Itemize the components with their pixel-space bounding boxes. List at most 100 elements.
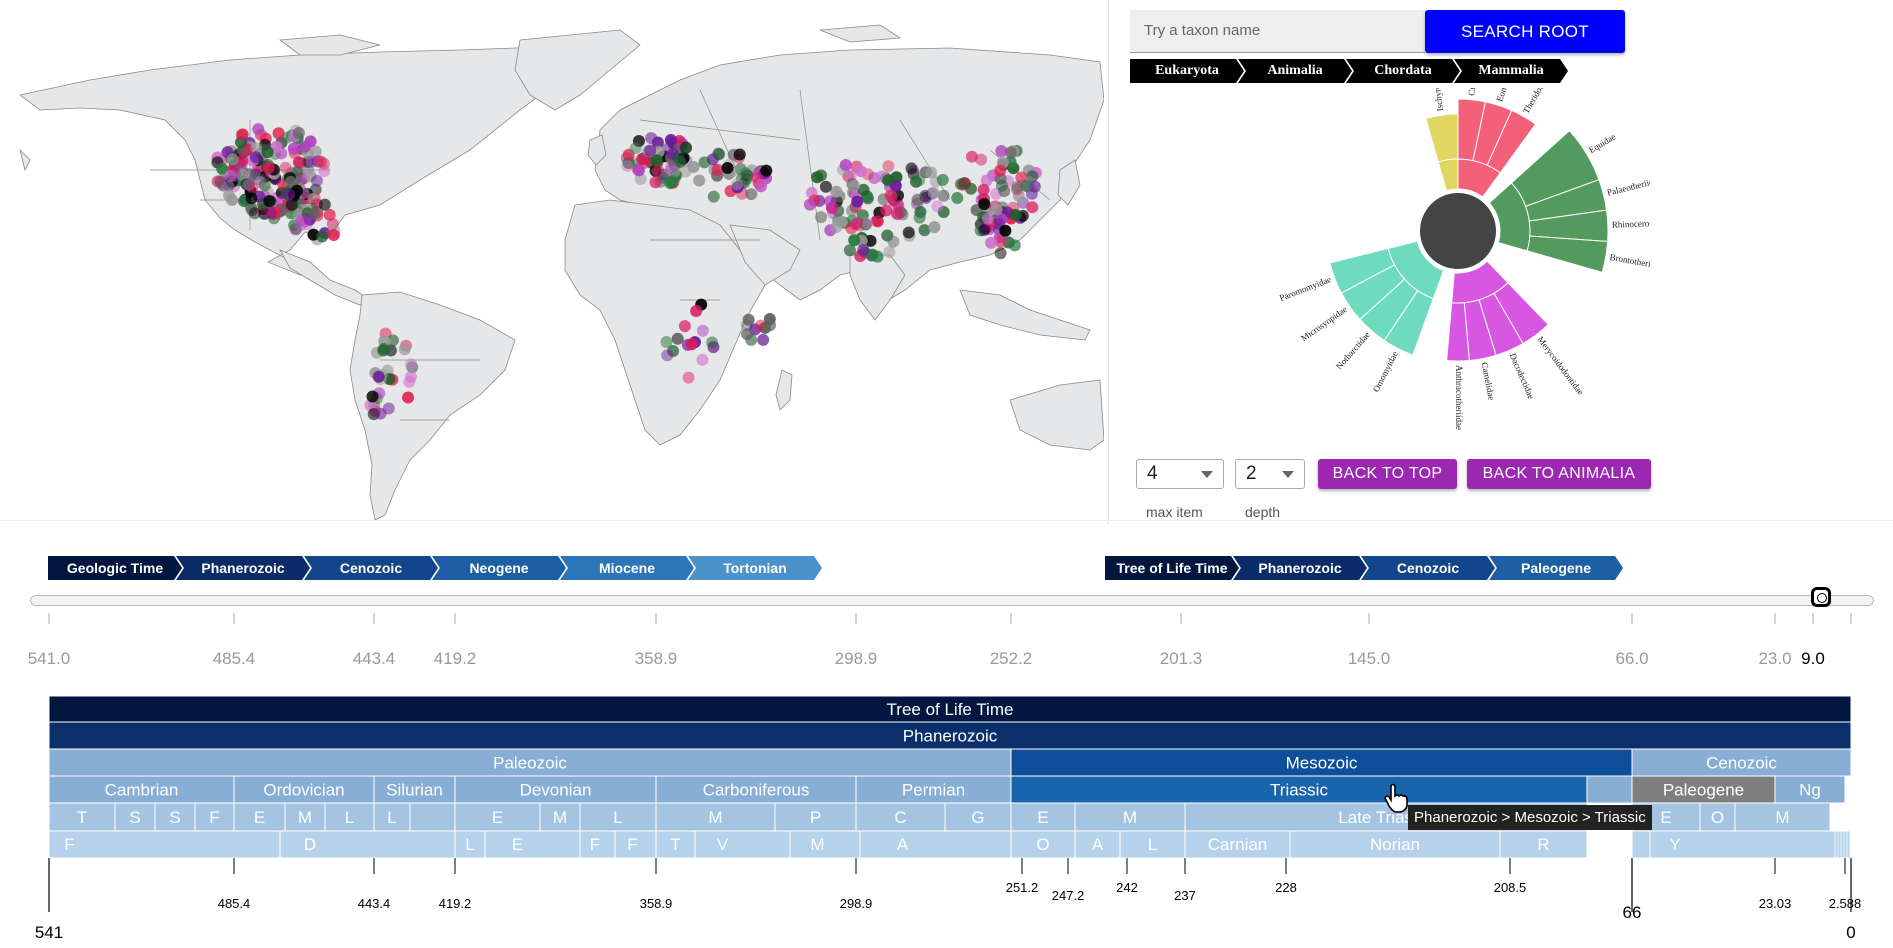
fossil-point[interactable] (667, 345, 680, 358)
fossil-point[interactable] (954, 178, 967, 191)
timescale-period[interactable] (48, 775, 235, 804)
fossil-point[interactable] (864, 234, 877, 247)
fossil-point[interactable] (892, 199, 905, 212)
timescale-period[interactable] (1774, 775, 1846, 804)
fossil-point[interactable] (299, 215, 312, 228)
timescale-period[interactable] (233, 775, 375, 804)
fossil-point[interactable] (1020, 179, 1033, 192)
tol-breadcrumb-item[interactable]: Paleogene (1489, 556, 1623, 580)
timescale-eon[interactable] (48, 721, 1852, 750)
fossil-point[interactable] (377, 343, 390, 356)
fossil-point[interactable] (977, 183, 990, 196)
fossil-point[interactable] (289, 223, 302, 236)
timescale-era[interactable] (1631, 748, 1852, 777)
fossil-point[interactable] (693, 174, 706, 187)
fossil-point[interactable] (668, 165, 681, 178)
fossil-point[interactable] (404, 370, 417, 383)
fossil-point[interactable] (985, 236, 998, 249)
fossil-point[interactable] (978, 197, 991, 210)
fossil-point[interactable] (707, 190, 720, 203)
fossil-point[interactable] (645, 132, 658, 145)
fossil-point[interactable] (764, 319, 777, 332)
fossil-point[interactable] (622, 148, 635, 161)
fossil-point[interactable] (706, 336, 719, 349)
fossil-point[interactable] (931, 200, 944, 213)
timescale-period[interactable] (1586, 775, 1633, 804)
fossil-point[interactable] (317, 157, 330, 170)
back-to-animalia-button[interactable]: BACK TO ANIMALIA (1467, 459, 1651, 489)
fossil-point[interactable] (318, 165, 331, 178)
fossil-point[interactable] (819, 180, 832, 193)
fossil-point[interactable] (891, 208, 904, 221)
fossil-point[interactable] (937, 189, 950, 202)
geologic-timescale[interactable]: 541.0 485.4 443.4 419.2 358.9 298.9 252.2 201.3… (0, 500, 1893, 948)
depth-select[interactable]: 2 (1235, 459, 1305, 489)
fossil-point[interactable] (311, 174, 324, 187)
fossil-point[interactable] (994, 235, 1007, 248)
fossil-point[interactable] (982, 212, 995, 225)
fossil-point[interactable] (222, 180, 235, 193)
fossil-point[interactable] (848, 234, 861, 247)
geologic-breadcrumb-item[interactable]: Miocene (560, 556, 694, 580)
fossil-point[interactable] (258, 179, 271, 192)
fossil-point[interactable] (660, 335, 673, 348)
timescale-epoch[interactable] (1010, 802, 1076, 832)
fossil-point[interactable] (316, 230, 329, 243)
timescale-epoch[interactable] (855, 802, 946, 832)
fossil-point[interactable] (292, 126, 305, 139)
fossil-point[interactable] (1012, 189, 1025, 202)
fossil-point[interactable] (811, 171, 824, 184)
fossil-point[interactable] (1008, 239, 1021, 252)
fossil-point[interactable] (245, 192, 258, 205)
fossil-point[interactable] (285, 198, 298, 211)
fossil-point[interactable] (264, 206, 277, 219)
fossil-point[interactable] (690, 305, 703, 318)
fossil-point[interactable] (366, 390, 379, 403)
search-root-button[interactable]: SEARCH ROOT (1425, 10, 1625, 53)
geologic-breadcrumb-item[interactable]: Cenozoic (304, 556, 438, 580)
timescale-epoch[interactable] (154, 802, 196, 832)
fossil-point[interactable] (742, 313, 755, 326)
taxon-breadcrumb-item[interactable]: Animalia (1238, 59, 1352, 83)
fossil-point[interactable] (318, 198, 331, 211)
timescale-epoch[interactable] (1734, 802, 1831, 832)
fossil-point[interactable] (882, 174, 895, 187)
timescale-epoch[interactable] (454, 802, 541, 832)
fossil-point[interactable] (649, 176, 662, 189)
fossil-point[interactable] (757, 333, 770, 346)
fossil-point[interactable] (880, 204, 893, 217)
fossil-point[interactable] (223, 189, 236, 202)
timescale-epoch[interactable] (409, 802, 456, 832)
timescale-stage-row[interactable] (1631, 830, 1852, 859)
geologic-breadcrumb-item[interactable]: Geologic Time (48, 556, 182, 580)
fossil-point[interactable] (902, 226, 915, 239)
taxon-search-input[interactable] (1130, 10, 1438, 50)
fossil-point[interactable] (314, 155, 327, 168)
fossil-point[interactable] (835, 215, 848, 228)
fossil-point[interactable] (740, 172, 753, 185)
fossil-point[interactable] (995, 179, 1008, 192)
fossil-point[interactable] (679, 142, 692, 155)
fossil-point[interactable] (226, 153, 239, 166)
fossil-point[interactable] (622, 157, 635, 170)
fossil-point[interactable] (839, 159, 852, 172)
fossil-point[interactable] (211, 175, 224, 188)
time-slider-handle[interactable] (1811, 587, 1831, 607)
fossil-point[interactable] (845, 204, 858, 217)
fossil-point[interactable] (964, 182, 977, 195)
fossil-point[interactable] (678, 320, 691, 333)
fossil-point[interactable] (1011, 180, 1024, 193)
taxonomy-sunburst[interactable]: Ischyromyidae Cricetidae Eomyidae Theridomy… (1230, 88, 1650, 458)
fossil-point[interactable] (975, 153, 988, 166)
fossil-point[interactable] (632, 135, 645, 148)
fossil-point[interactable] (248, 207, 261, 220)
fossil-point[interactable] (235, 128, 248, 141)
fossil-point[interactable] (741, 328, 754, 341)
fossil-point[interactable] (928, 221, 941, 234)
timescale-era[interactable] (48, 748, 1012, 777)
timescale-period[interactable] (1010, 775, 1588, 804)
fossil-point[interactable] (830, 185, 843, 198)
fossil-point[interactable] (323, 208, 336, 221)
fossil-point[interactable] (995, 144, 1008, 157)
fossil-point[interactable] (249, 151, 262, 164)
